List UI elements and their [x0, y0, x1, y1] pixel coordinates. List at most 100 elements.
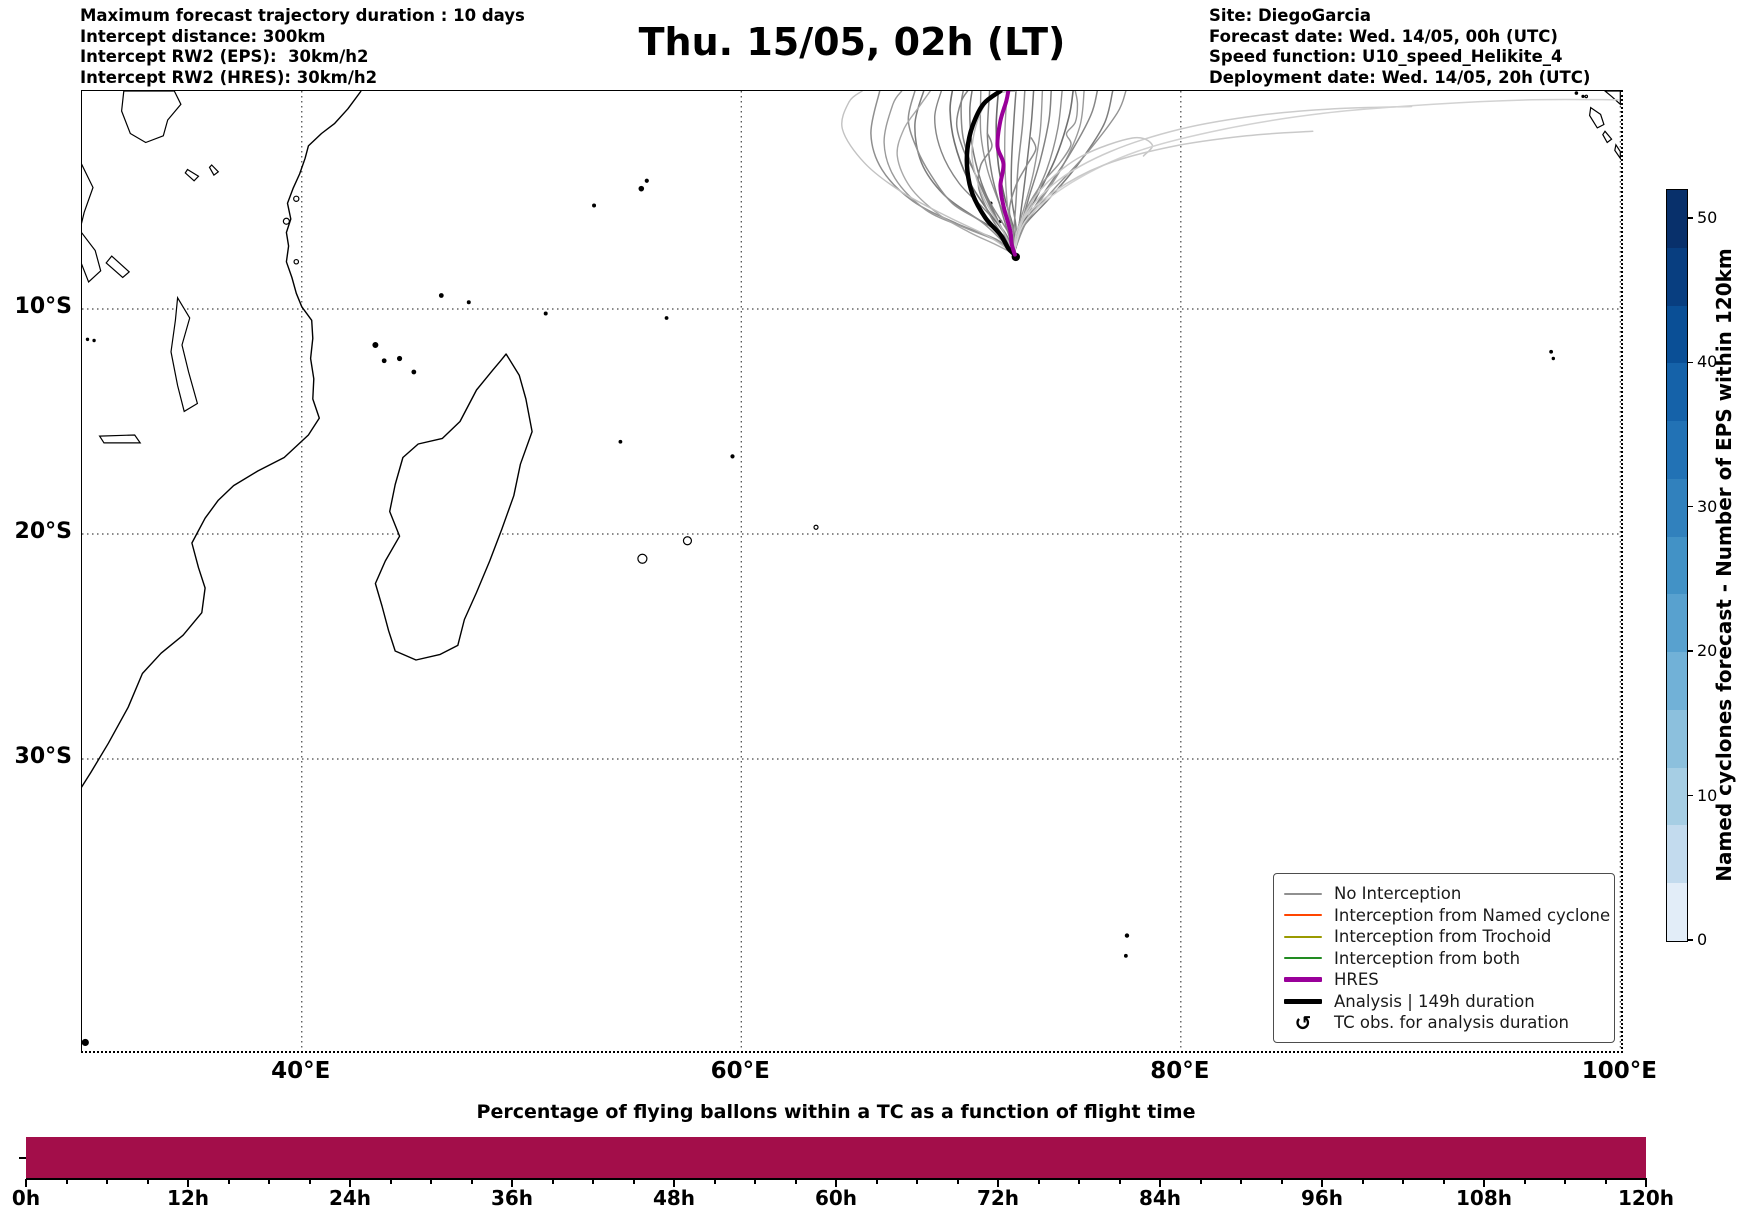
bottom-tick-label: 60h: [814, 1186, 858, 1210]
legend-item-label: Interception from both: [1334, 948, 1521, 968]
bottom-minor-tick: [65, 1179, 68, 1184]
colorbar-block: [1667, 825, 1687, 884]
bottom-tick-label: 108h: [1456, 1186, 1512, 1210]
legend-item: HRES: [1284, 969, 1604, 990]
legend-item-label: Interception from Named cyclone: [1334, 905, 1611, 925]
ensemble-trajectory: [1013, 91, 1114, 255]
bottom-minor-tick: [1442, 1179, 1445, 1184]
tc-obs-cyclone-icon: ↺: [1284, 1013, 1322, 1033]
bottom-tick-label: 12h: [166, 1186, 210, 1210]
legend-line-swatch: [1284, 957, 1322, 959]
bottom-major-tick: [187, 1179, 189, 1187]
ensemble-trajectory: [1010, 91, 1017, 255]
island: [813, 524, 819, 530]
legend-box: No Interception Interception from Named c…: [1273, 873, 1615, 1043]
header-left-line: Intercept distance: 300km: [80, 26, 326, 46]
bottom-minor-tick: [713, 1179, 716, 1184]
lake-outline: [98, 434, 142, 444]
island: [293, 258, 300, 265]
lon-tick-label: 40°E: [271, 1058, 331, 1084]
page-title: Thu. 15/05, 02h (LT): [638, 20, 1066, 64]
legend-item: ↺ TC obs. for analysis duration: [1284, 1012, 1604, 1033]
lake-outline: [105, 255, 131, 279]
legend-line-swatch: [1284, 935, 1322, 938]
island: [1574, 91, 1579, 95]
colorbar-block: [1667, 652, 1687, 710]
lake-outline: [82, 163, 102, 284]
bottom-minor-tick: [227, 1179, 230, 1184]
bottom-tick-label: 96h: [1300, 1186, 1344, 1210]
lat-tick-label: 10°S: [14, 294, 72, 319]
bottom-tick-label: 36h: [490, 1186, 534, 1210]
bottom-chart-title: Percentage of flying ballons within a TC…: [476, 1101, 1196, 1123]
colorbar-block: [1667, 363, 1687, 422]
lake-outline: [170, 295, 199, 413]
lat-tick-label: 20°S: [14, 518, 72, 544]
legend-item-label: HRES: [1334, 970, 1379, 989]
island: [664, 316, 669, 320]
legend-item: Analysis | 149h duration: [1284, 991, 1604, 1012]
legend-line-swatch: [1284, 977, 1322, 982]
analysis-trajectory: [964, 91, 1017, 257]
bottom-minor-tick: [956, 1179, 959, 1184]
bottom-major-tick: [25, 1179, 27, 1187]
island: [411, 369, 417, 375]
lon-tick-label: 60°E: [710, 1058, 770, 1084]
bottom-tick-label: 84h: [1138, 1186, 1182, 1210]
island: [396, 355, 403, 362]
colorbar-tick: [1687, 505, 1693, 508]
island: [644, 178, 649, 183]
ensemble-trajectory: [1013, 105, 1413, 255]
colorbar-block: [1667, 305, 1687, 364]
bottom-minor-tick: [1402, 1179, 1404, 1184]
island: [1549, 349, 1554, 354]
legend-item: Interception from both: [1284, 948, 1604, 969]
hres-trajectory: [995, 91, 1017, 257]
legend-line: [1284, 914, 1322, 916]
colorbar: [1666, 189, 1688, 942]
legend-line: [1284, 998, 1322, 1004]
bottom-minor-tick: [1280, 1179, 1283, 1184]
legend-item-label: Interception from Trochoid: [1334, 927, 1552, 946]
legend-item: Interception from Trochoid: [1284, 926, 1604, 947]
legend-item-label: Analysis | 149h duration: [1334, 991, 1535, 1011]
ensemble-trajectory: [1013, 98, 1619, 255]
island: [637, 553, 648, 564]
ensemble-trajectory: [1008, 137, 1037, 255]
bottom-minor-tick: [916, 1179, 918, 1184]
bottom-major-tick: [673, 1179, 675, 1187]
bottom-minor-tick: [1078, 1179, 1080, 1184]
island: [1581, 94, 1585, 98]
bottom-tick-label: 72h: [976, 1186, 1020, 1210]
legend-line: [1284, 977, 1322, 982]
legend-line-swatch: [1284, 914, 1322, 916]
lat-tick-label: 30°S: [14, 743, 72, 769]
lake-outline: [208, 164, 220, 176]
bottom-minor-tick: [1240, 1179, 1242, 1184]
colorbar-tick: [1687, 217, 1693, 219]
madagascar-outline: [374, 353, 533, 661]
header-left-line: Maximum forecast trajectory duration : 1…: [80, 6, 525, 25]
colorbar-tick-label: 10: [1697, 785, 1718, 805]
bottom-minor-tick: [1604, 1179, 1607, 1184]
ensemble-trajectory: [896, 91, 1015, 255]
header-right-line: Speed function: U10_speed_Helikite_4: [1209, 47, 1563, 66]
bottom-minor-tick: [592, 1179, 594, 1184]
ensemble-trajectory: [1013, 130, 1314, 255]
island: [85, 337, 90, 342]
lake-outline: [1602, 130, 1613, 144]
lon-tick-label: 80°E: [1150, 1058, 1210, 1084]
legend-line-swatch: [1284, 892, 1322, 895]
bottom-minor-tick: [268, 1179, 270, 1184]
colorbar-tick: [1687, 939, 1693, 941]
header-right: Site: DiegoGarcia Forecast date: Wed. 14…: [1209, 6, 1590, 88]
lon-tick-label: 100°E: [1581, 1058, 1657, 1084]
legend-item-label: No Interception: [1334, 884, 1462, 903]
island: [618, 439, 623, 444]
colorbar-tick-label: 40: [1697, 352, 1718, 372]
island: [282, 217, 290, 225]
colorbar-block: [1667, 709, 1687, 768]
island: [730, 454, 735, 459]
colorbar-label: Named cyclones forecast - Number of EPS …: [1712, 248, 1736, 882]
colorbar-block: [1667, 421, 1687, 479]
